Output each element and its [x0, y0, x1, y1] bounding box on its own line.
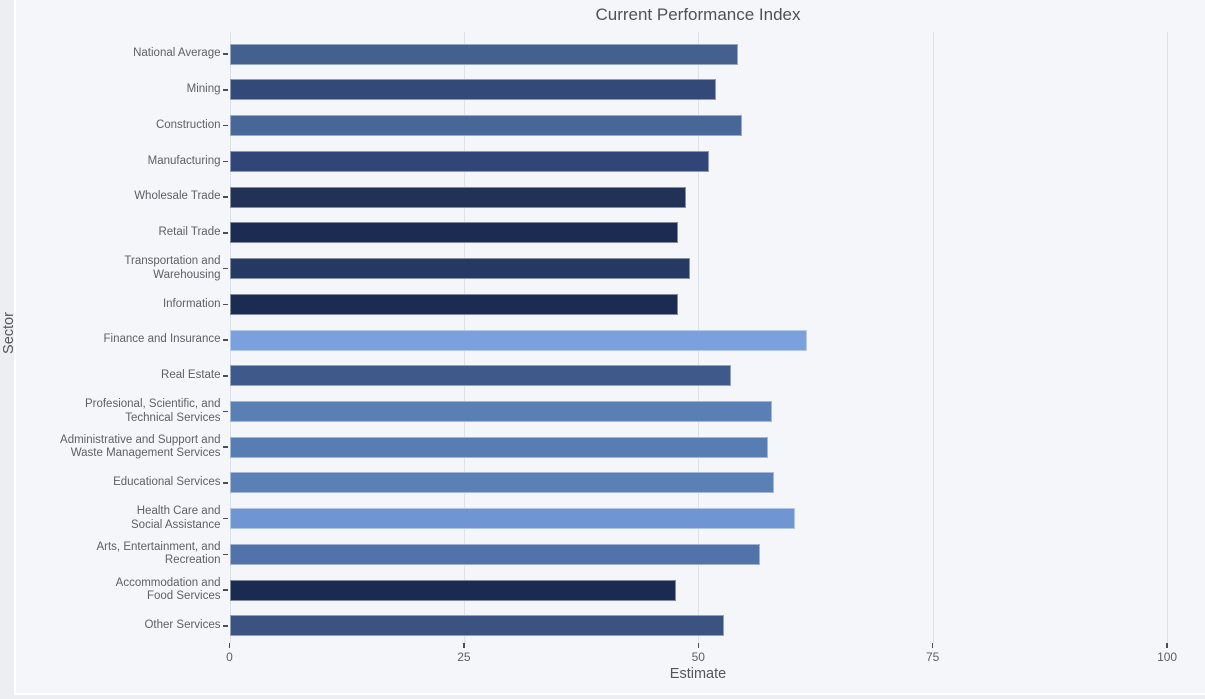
- bar: [229, 222, 678, 244]
- y-tick-mark: [223, 375, 228, 377]
- bar: [229, 43, 738, 65]
- x-tick-mark: [1166, 643, 1168, 648]
- bar: [229, 543, 761, 565]
- gridline: [1167, 32, 1169, 643]
- bar: [229, 579, 676, 601]
- category-tick-label: Health Care and Social Assistance: [131, 505, 221, 531]
- y-tick-mark: [223, 89, 228, 91]
- bar: [229, 401, 773, 422]
- y-tick-mark: [223, 625, 228, 627]
- x-tick-mark: [228, 643, 231, 648]
- y-tick-mark: [223, 553, 228, 556]
- category-tick-label: Finance and Insurance: [103, 333, 221, 346]
- category-tick-label: Administrative and Support and Waste Man…: [60, 433, 221, 460]
- y-tick-mark: [223, 482, 228, 484]
- x-tick-label: 0: [226, 650, 233, 664]
- category-tick-label: Transportation and Warehousing: [124, 255, 221, 281]
- bar: [229, 472, 775, 494]
- bar: [229, 150, 709, 172]
- x-tick-mark: [697, 643, 700, 648]
- category-tick-label: Other Services: [144, 619, 221, 632]
- category-tick-label: Real Estate: [161, 369, 221, 382]
- category-tick-label: Retail Trade: [158, 226, 221, 239]
- bar: [229, 436, 768, 458]
- y-tick-mark: [223, 53, 228, 55]
- x-tick-mark: [463, 643, 465, 648]
- bar: [229, 115, 743, 137]
- category-tick-label: Construction: [155, 118, 221, 131]
- category-tick-label: Profesional, Scientific, and Technical S…: [84, 398, 221, 424]
- x-tick-label: 100: [1157, 650, 1178, 664]
- category-tick-label: Manufacturing: [147, 154, 221, 167]
- bar: [229, 186, 687, 208]
- bar: [229, 79, 717, 101]
- category-tick-label: Arts, Entertainment, and Recreation: [96, 540, 221, 567]
- y-tick-mark: [223, 589, 228, 591]
- y-axis-title: Sector: [1, 312, 17, 354]
- y-tick-mark: [223, 446, 228, 448]
- bar: [229, 293, 678, 315]
- gridline: [932, 32, 934, 643]
- bar: [229, 329, 808, 351]
- x-tick-mark: [931, 643, 934, 648]
- category-tick-label: Wholesale Trade: [134, 190, 221, 203]
- y-tick-mark: [223, 410, 228, 413]
- y-tick-mark: [223, 339, 228, 341]
- x-tick-label: 75: [926, 650, 940, 664]
- bar: [229, 258, 690, 280]
- category-tick-label: Mining: [186, 83, 221, 96]
- x-tick-label: 25: [457, 650, 471, 664]
- category-tick-label: Information: [162, 297, 221, 310]
- x-tick-label: 50: [691, 650, 705, 664]
- y-tick-mark: [223, 196, 228, 198]
- y-tick-mark: [223, 124, 228, 127]
- category-tick-label: Accommodation and Food Services: [115, 576, 221, 603]
- bar: [229, 508, 795, 530]
- x-axis-title: Estimate: [669, 666, 727, 682]
- y-tick-mark: [223, 303, 228, 306]
- y-tick-mark: [223, 160, 228, 163]
- category-tick-label: Educational Services: [113, 476, 221, 489]
- category-tick-label: National Average: [133, 47, 221, 60]
- chart-title: Current Performance Index: [595, 5, 801, 24]
- y-tick-mark: [223, 232, 228, 234]
- bar: [229, 365, 732, 387]
- y-tick-mark: [223, 517, 228, 520]
- bar: [229, 615, 724, 637]
- y-tick-mark: [223, 267, 228, 270]
